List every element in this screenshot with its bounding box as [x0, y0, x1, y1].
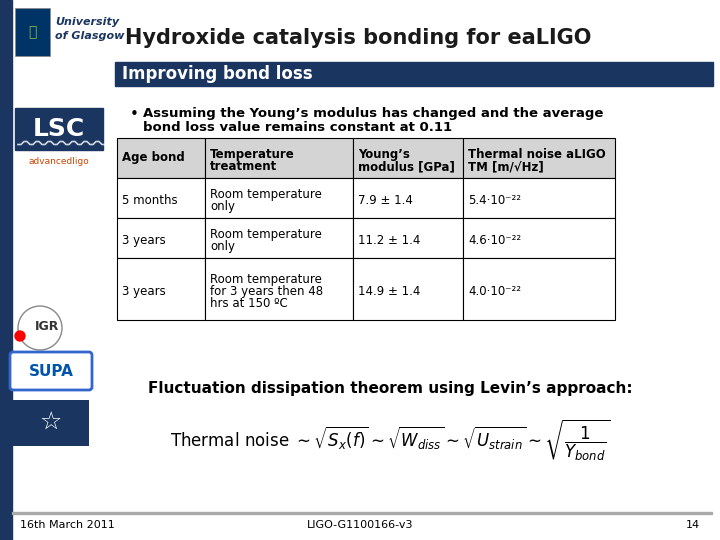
Text: University: University [55, 17, 119, 27]
Bar [463, 258, 615, 320]
Text: 3 years: 3 years [122, 285, 166, 298]
Text: Room temperature: Room temperature [210, 188, 322, 201]
Text: treatment: treatment [210, 160, 277, 173]
Text: 14.9 ± 1.4: 14.9 ± 1.4 [358, 285, 420, 298]
Bar [463, 178, 615, 218]
Text: 3 years: 3 years [122, 234, 166, 247]
Text: only: only [210, 200, 235, 213]
Bar [205, 138, 353, 178]
Text: advancedligo: advancedligo [29, 158, 89, 166]
Bar [117, 218, 205, 258]
Text: Thermal noise aLIGO: Thermal noise aLIGO [468, 148, 606, 161]
FancyBboxPatch shape [10, 352, 92, 390]
Text: Young’s: Young’s [358, 148, 410, 161]
Text: TM [m/√Hz]: TM [m/√Hz] [468, 160, 544, 173]
Text: LIGO-G1100166-v3: LIGO-G1100166-v3 [307, 520, 413, 530]
Text: •: • [130, 107, 139, 122]
Text: of Glasgow: of Glasgow [55, 31, 125, 41]
Text: IGR: IGR [35, 320, 59, 333]
Text: Room temperature: Room temperature [210, 273, 322, 286]
Bar [205, 178, 353, 218]
Text: hrs at 150 ºC: hrs at 150 ºC [210, 297, 288, 310]
Text: Assuming the Young’s modulus has changed and the average: Assuming the Young’s modulus has changed… [143, 107, 603, 120]
Bar [353, 218, 463, 258]
Bar [463, 218, 615, 258]
Text: ☆: ☆ [40, 411, 62, 435]
Text: Improving bond loss: Improving bond loss [122, 65, 312, 83]
Text: only: only [210, 240, 235, 253]
Bar [353, 138, 463, 178]
Text: 4.6·10⁻²²: 4.6·10⁻²² [468, 234, 521, 247]
Bar [463, 138, 615, 178]
Text: for 3 years then 48: for 3 years then 48 [210, 285, 323, 298]
Bar [205, 258, 353, 320]
Text: bond loss value remains constant at 0.11: bond loss value remains constant at 0.11 [143, 121, 452, 134]
Text: Age bond: Age bond [122, 152, 185, 165]
Bar [15, 108, 103, 150]
Text: ⛄: ⛄ [28, 25, 36, 39]
Bar [115, 62, 713, 86]
Text: 16th March 2011: 16th March 2011 [20, 520, 114, 530]
Circle shape [18, 306, 62, 350]
Text: 11.2 ± 1.4: 11.2 ± 1.4 [358, 234, 420, 247]
Text: Fluctuation dissipation theorem using Levin’s approach:: Fluctuation dissipation theorem using Le… [148, 381, 632, 395]
Text: 14: 14 [686, 520, 700, 530]
Text: LSC: LSC [33, 117, 85, 141]
Text: SUPA: SUPA [29, 363, 73, 379]
Text: Temperature: Temperature [210, 148, 294, 161]
Circle shape [15, 331, 25, 341]
Bar [117, 258, 205, 320]
Bar [353, 178, 463, 218]
Text: 5.4·10⁻²²: 5.4·10⁻²² [468, 194, 521, 207]
Bar [15, 5, 115, 63]
Bar [12, 512, 712, 514]
Text: 4.0·10⁻²²: 4.0·10⁻²² [468, 285, 521, 298]
Bar [15, 8, 50, 56]
Text: Hydroxide catalysis bonding for eaLIGO: Hydroxide catalysis bonding for eaLIGO [125, 28, 591, 48]
Text: Thermal noise $\sim \sqrt{S_x(f)} \sim \sqrt{W_{diss}}\sim \sqrt{U_{strain}} \si: Thermal noise $\sim \sqrt{S_x(f)} \sim \… [170, 417, 610, 463]
Bar [205, 218, 353, 258]
Text: 5 months: 5 months [122, 194, 178, 207]
Bar [353, 258, 463, 320]
Text: Room temperature: Room temperature [210, 228, 322, 241]
Bar [13, 400, 89, 446]
Bar [117, 138, 205, 178]
Bar [0, 0, 12, 540]
Text: modulus [GPa]: modulus [GPa] [358, 160, 455, 173]
Text: 7.9 ± 1.4: 7.9 ± 1.4 [358, 194, 413, 207]
Bar [117, 178, 205, 218]
